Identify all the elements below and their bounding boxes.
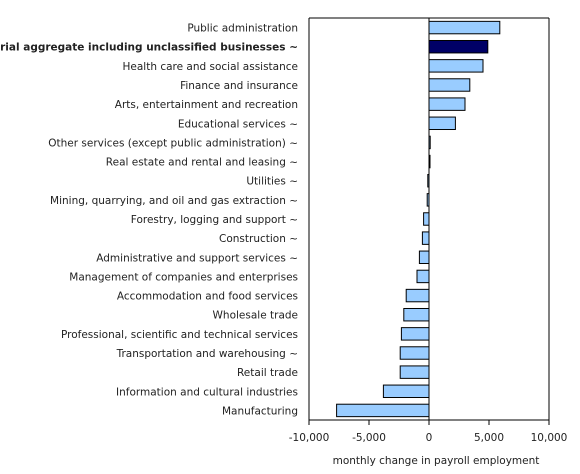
- category-label-9: Mining, quarrying, and oil and gas extra…: [50, 195, 298, 207]
- category-label-19: Information and cultural industries: [116, 386, 298, 398]
- bar-14: [405, 288, 430, 303]
- bar-20: [336, 403, 430, 418]
- category-label-6: Other services (except public administra…: [48, 137, 298, 149]
- category-label-8: Utilities ~: [246, 176, 298, 188]
- category-label-16: Professional, scientific and technical s…: [61, 329, 298, 341]
- bar-5: [428, 116, 456, 131]
- bar-1: [428, 39, 489, 54]
- bar-2: [428, 59, 484, 73]
- x-axis-title: monthly change in payroll employment: [333, 455, 540, 467]
- category-label-10: Forestry, logging and support ~: [131, 214, 298, 226]
- category-label-12: Administrative and support services ~: [96, 252, 298, 264]
- bar-3: [428, 78, 471, 92]
- category-label-14: Accommodation and food services: [117, 291, 298, 303]
- category-labels: Public administration Industrial aggregat…: [0, 23, 298, 418]
- bar-13: [416, 269, 430, 284]
- category-label-4: Arts, entertainment and recreation: [115, 99, 298, 111]
- bar-4: [428, 97, 466, 111]
- category-label-2: Health care and social assistance: [123, 61, 298, 73]
- category-label-20: Manufacturing: [222, 405, 298, 417]
- bar-12: [418, 250, 430, 265]
- x-tick-label-4: 10,000: [531, 432, 568, 444]
- bar-0: [428, 20, 501, 35]
- category-label-1: Industrial aggregate including unclassif…: [0, 42, 298, 54]
- category-label-17: Transportation and warehousing ~: [116, 348, 298, 360]
- category-label-7: Real estate and rental and leasing ~: [106, 157, 298, 169]
- category-label-13: Management of companies and enterprises: [69, 271, 298, 283]
- category-label-15: Wholesale trade: [213, 310, 298, 322]
- category-label-11: Construction ~: [219, 233, 298, 245]
- bar-18: [399, 365, 430, 379]
- category-label-3: Finance and insurance: [180, 80, 298, 92]
- x-tick-label-0: -10,000: [289, 432, 330, 444]
- category-label-5: Educational services ~: [178, 118, 298, 130]
- x-tick-label-3: 5,000: [474, 432, 504, 444]
- category-label-0: Public administration: [187, 23, 298, 35]
- bar-19: [382, 384, 430, 399]
- bar-10: [423, 212, 430, 226]
- x-tick-label-1: -5,000: [352, 432, 386, 444]
- x-tick-label-2: 0: [426, 432, 433, 444]
- bar-15: [403, 307, 430, 322]
- bars-layer: [336, 20, 501, 418]
- bar-11: [421, 231, 430, 245]
- x-axis: -10,000 -5,000 0 5,000 10,000: [289, 17, 568, 444]
- category-label-18: Retail trade: [237, 367, 298, 379]
- bar-17: [399, 346, 430, 360]
- bar-16: [400, 327, 430, 341]
